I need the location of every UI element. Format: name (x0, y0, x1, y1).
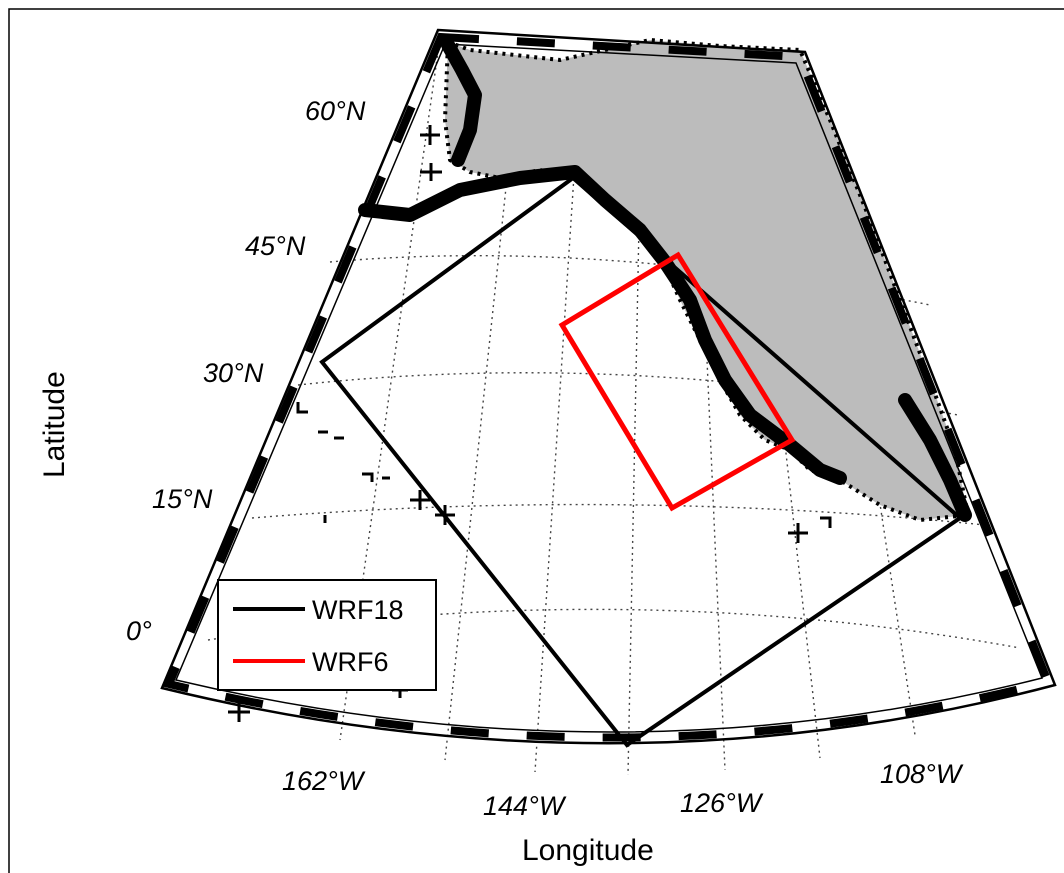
meridian-126w (699, 199, 726, 771)
border-ticks (163, 32, 1054, 742)
border-outer (160, 28, 1057, 745)
wrf18-domain (319, 175, 964, 748)
y-axis-title: Latitude (38, 371, 71, 478)
wrf6-domain (558, 251, 796, 512)
lon-label-162w: 162°W (282, 766, 366, 796)
lon-label-108w: 108°W (880, 759, 964, 789)
lon-label-144w: 144°W (483, 791, 567, 821)
parallel-30n (297, 372, 959, 416)
legend-box (217, 579, 437, 691)
meridian-135w (627, 174, 641, 776)
lat-label-0: 0° (126, 616, 152, 646)
aleutian-coast (441, 38, 482, 167)
map-border (160, 28, 1057, 745)
marker-plus (788, 523, 808, 543)
longitude-labels: 162°W 144°W 126°W 108°W (282, 759, 964, 821)
legend-label-wrf6: WRF6 (312, 647, 389, 677)
marker-tick (820, 516, 832, 528)
marker-plus (410, 490, 430, 510)
x-axis-title: Longitude (522, 834, 654, 867)
meridian-162w (339, 37, 441, 741)
latitude-labels: 60°N 45°N 30°N 15°N 0° (126, 96, 366, 646)
lat-label-60n: 60°N (305, 96, 366, 126)
lat-label-30n: 30°N (203, 358, 264, 388)
legend-label-wrf18: WRF18 (312, 595, 404, 625)
lat-label-15n: 15°N (152, 484, 213, 514)
marker-plus (420, 163, 442, 181)
meridian-153w (444, 149, 511, 761)
marker-dash (318, 430, 344, 440)
meridian-144w (534, 159, 576, 773)
marker-tick (362, 472, 374, 482)
marker-plus (420, 125, 440, 145)
marker-tick (296, 402, 308, 414)
border-inner (174, 43, 1044, 733)
lon-label-126w: 126°W (680, 788, 764, 818)
legend: WRF18 WRF6 (217, 579, 437, 691)
parallel-15n (251, 503, 986, 526)
lat-label-45n: 45°N (245, 231, 306, 261)
eastern-coast (898, 393, 972, 522)
marker-plus (228, 700, 250, 722)
